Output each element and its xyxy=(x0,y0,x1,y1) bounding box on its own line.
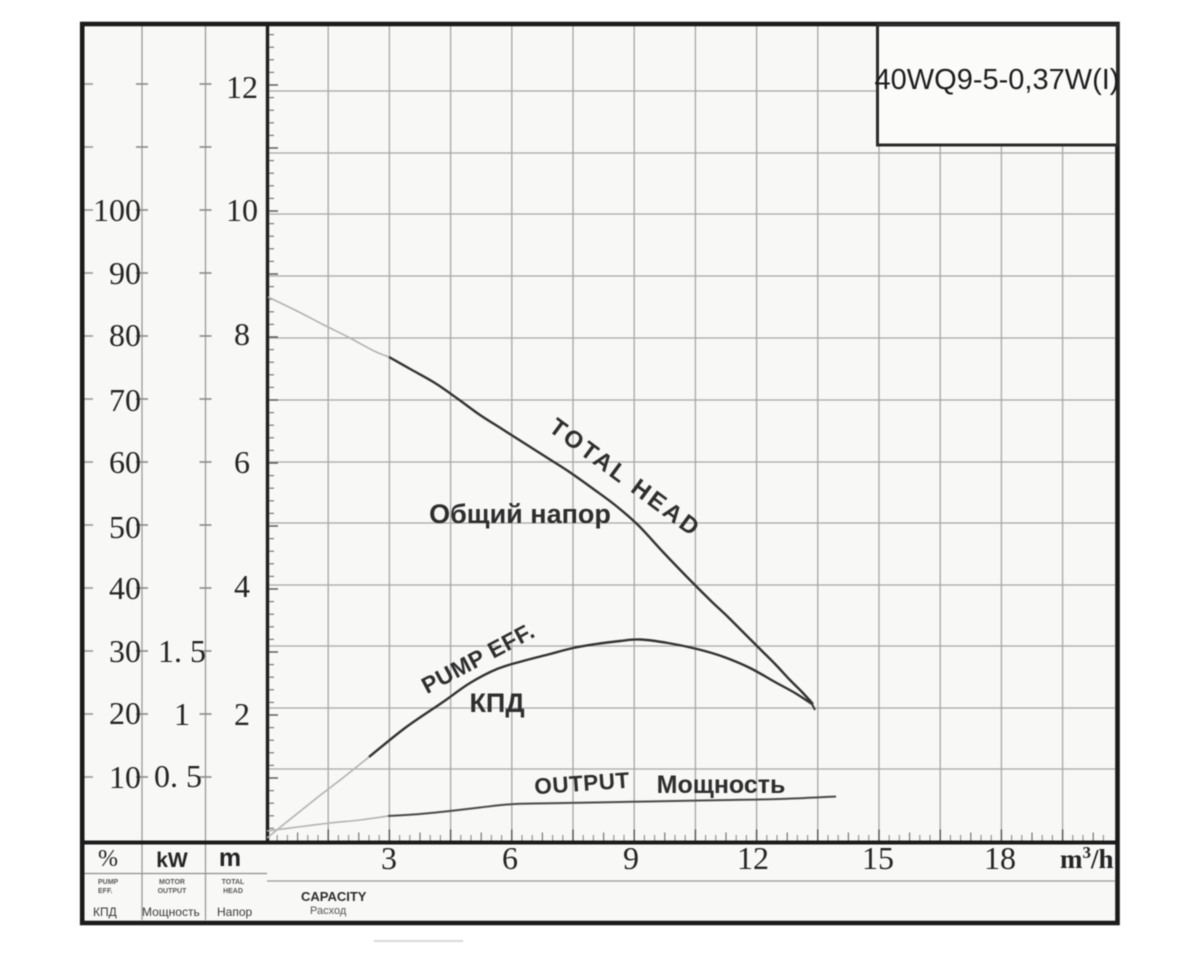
svg-text:Общий напор: Общий напор xyxy=(429,499,611,529)
svg-text:1: 1 xyxy=(174,696,190,732)
svg-text:MOTOR: MOTOR xyxy=(159,879,185,886)
svg-text:OUTPUT: OUTPUT xyxy=(158,888,188,895)
svg-text:10: 10 xyxy=(109,759,141,795)
svg-text:TOTAL: TOTAL xyxy=(222,879,245,886)
svg-text:EFF.: EFF. xyxy=(98,888,112,895)
svg-text:КПД: КПД xyxy=(469,688,524,718)
svg-text:50: 50 xyxy=(109,509,141,545)
svg-text:90: 90 xyxy=(109,255,141,291)
svg-text:Расход: Расход xyxy=(310,905,347,917)
svg-text:Напор: Напор xyxy=(217,905,253,919)
svg-text:1. 5: 1. 5 xyxy=(158,633,206,669)
svg-text:CAPACITY: CAPACITY xyxy=(301,889,367,904)
svg-text:Мощность: Мощность xyxy=(142,905,200,919)
svg-text:70: 70 xyxy=(109,382,141,418)
svg-text:4: 4 xyxy=(234,568,250,604)
svg-text:100: 100 xyxy=(93,192,141,228)
svg-text:HEAD: HEAD xyxy=(223,888,243,895)
svg-text:3: 3 xyxy=(381,840,397,876)
svg-text:40WQ9-5-0,37W(I): 40WQ9-5-0,37W(I) xyxy=(875,64,1120,96)
svg-text:m: m xyxy=(219,844,241,872)
svg-text:6: 6 xyxy=(234,444,250,480)
svg-text:20: 20 xyxy=(109,695,141,731)
svg-text:КПД: КПД xyxy=(93,905,117,919)
svg-text:15: 15 xyxy=(862,840,894,876)
svg-text:PUMP: PUMP xyxy=(98,879,119,886)
svg-text:12: 12 xyxy=(226,69,258,105)
svg-text:kW: kW xyxy=(156,849,188,872)
svg-text:8: 8 xyxy=(234,316,250,352)
svg-text:18: 18 xyxy=(984,840,1016,876)
svg-text:2: 2 xyxy=(234,696,250,732)
svg-text:30: 30 xyxy=(109,633,141,669)
svg-text:80: 80 xyxy=(109,317,141,353)
svg-text:60: 60 xyxy=(109,444,141,480)
svg-text:6: 6 xyxy=(502,840,518,876)
svg-text:9: 9 xyxy=(623,840,639,876)
svg-text:40: 40 xyxy=(109,570,141,606)
svg-text:12: 12 xyxy=(737,840,769,876)
svg-text:10: 10 xyxy=(226,192,258,228)
svg-text:Мощность: Мощность xyxy=(657,771,786,799)
svg-text:%: % xyxy=(98,846,118,872)
svg-text:0. 5: 0. 5 xyxy=(154,758,202,794)
